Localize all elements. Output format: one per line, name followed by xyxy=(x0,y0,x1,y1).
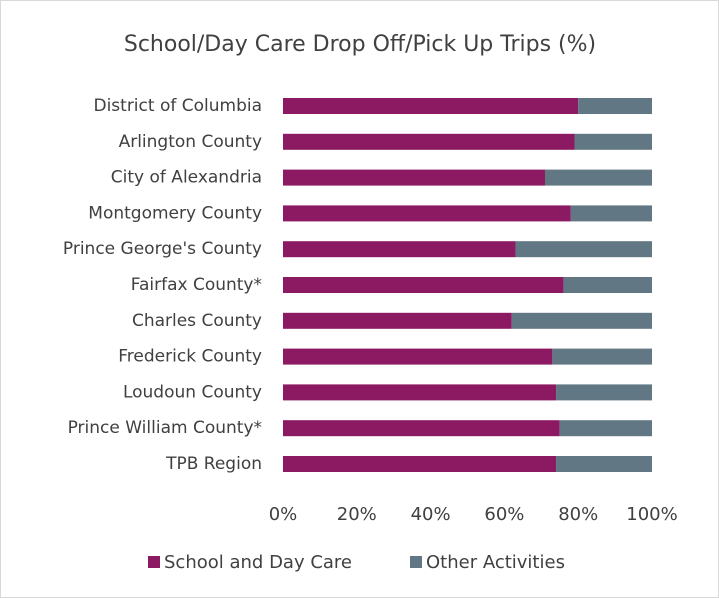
bar-segment xyxy=(511,312,652,329)
y-tick-label: TPB Region xyxy=(165,454,262,474)
y-tick-label: Montgomery County xyxy=(88,203,262,223)
legend-swatch xyxy=(410,556,422,568)
bar-segment xyxy=(283,384,557,401)
bar-segment xyxy=(544,169,652,186)
y-tick-label: Loudoun County xyxy=(123,382,262,402)
x-tick-label: 0% xyxy=(269,504,298,525)
bar-segment xyxy=(283,312,512,329)
legend-label: Other Activities xyxy=(426,552,565,573)
y-tick-label: Charles County xyxy=(132,311,262,331)
y-tick-label: Frederick County xyxy=(118,347,262,367)
bar-segment xyxy=(559,420,652,437)
chart-title: School/Day Care Drop Off/Pick Up Trips (… xyxy=(124,32,596,57)
y-tick-label: Fairfax County* xyxy=(131,275,262,295)
bar-segment xyxy=(570,205,652,222)
x-tick-label: 40% xyxy=(411,504,451,525)
bar-segment xyxy=(556,384,652,401)
x-tick-label: 20% xyxy=(337,504,377,525)
bar-segment xyxy=(515,241,652,258)
bar-segment xyxy=(283,169,545,186)
x-tick-label: 80% xyxy=(558,504,598,525)
y-tick-label: Prince William County* xyxy=(68,418,262,438)
y-tick-label: City of Alexandria xyxy=(111,168,262,188)
y-tick-label: Prince George's County xyxy=(63,239,262,259)
bar-segment xyxy=(283,133,575,150)
bar-segment xyxy=(283,420,560,437)
bar-segment xyxy=(578,98,652,114)
bar-segment xyxy=(283,277,564,293)
x-tick-label: 60% xyxy=(484,504,524,525)
y-tick-label: District of Columbia xyxy=(93,96,262,116)
bar-segment xyxy=(283,98,579,114)
bar-segment xyxy=(283,241,516,258)
bar-segment xyxy=(283,456,557,472)
bar-segment xyxy=(563,277,652,293)
legend-swatch xyxy=(148,556,160,568)
bar-segment xyxy=(283,348,553,365)
bar-segment xyxy=(283,205,571,222)
y-tick-label: Arlington County xyxy=(119,132,262,152)
x-tick-label: 100% xyxy=(626,504,677,525)
bar-segment xyxy=(574,133,652,150)
bar-segment xyxy=(556,456,652,472)
bar-segment xyxy=(552,348,652,365)
legend-label: School and Day Care xyxy=(164,552,352,573)
